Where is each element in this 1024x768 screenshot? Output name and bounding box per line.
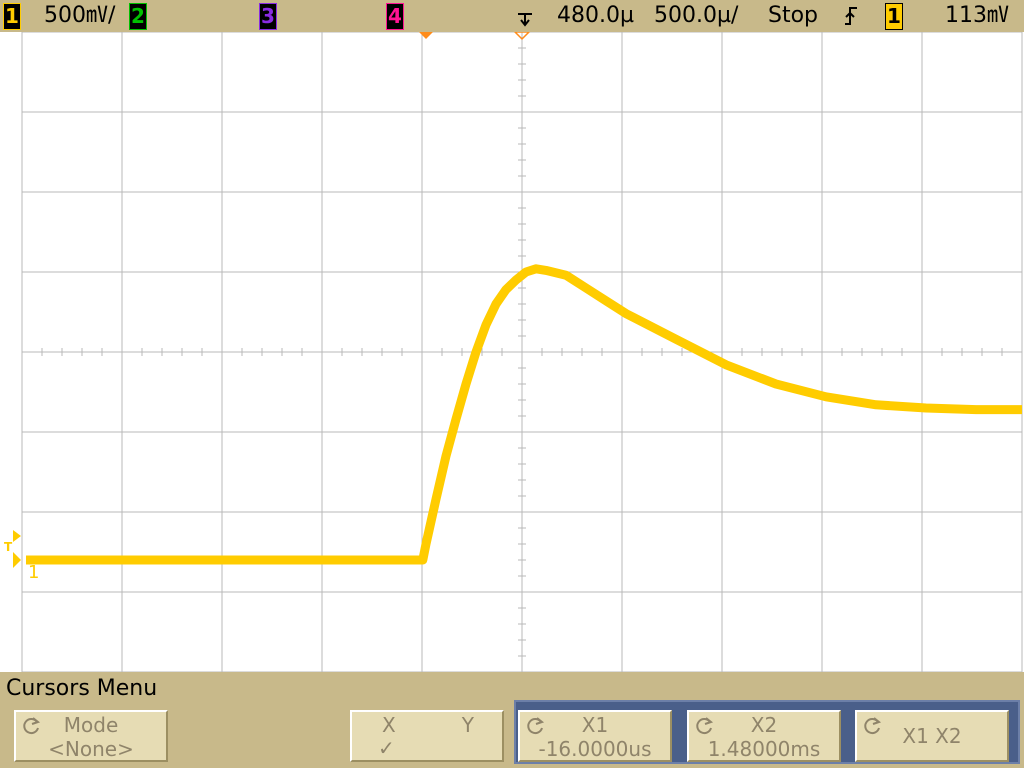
x2-softkey-label: X2 <box>750 713 778 737</box>
channel-4-badge[interactable]: 4 <box>386 3 404 30</box>
mode-softkey-label: Mode <box>63 713 119 737</box>
time-reference-marker <box>513 31 531 41</box>
channel-1-scale: 500㎷/ <box>44 3 116 28</box>
cycle-arrow-icon <box>864 717 882 735</box>
softkey-menu: Cursors Menu Mode <None> X Y ✓ X1 -16.00… <box>0 672 1024 768</box>
mode-softkey[interactable]: Mode <None> <box>14 710 168 762</box>
channel-3-badge[interactable]: 3 <box>259 3 277 30</box>
x1-softkey[interactable]: X1 -16.0000us <box>518 710 672 762</box>
cycle-arrow-icon <box>23 717 41 735</box>
menu-title: Cursors Menu <box>6 676 158 701</box>
trigger-ref-label: T <box>4 540 13 554</box>
ch1-ground-marker <box>13 552 21 568</box>
cycle-arrow-icon <box>696 717 714 735</box>
x1-softkey-value: -16.0000us <box>538 737 652 761</box>
xy-softkey[interactable]: X Y ✓ <box>350 710 504 762</box>
rising-edge-icon <box>843 5 861 27</box>
check-icon: ✓ <box>378 736 395 760</box>
cycle-arrow-icon <box>527 717 545 735</box>
trigger-level-marker <box>13 530 21 542</box>
run-state: Stop <box>768 3 819 28</box>
channel-1-badge[interactable]: 1 <box>3 3 21 30</box>
channel-2-badge[interactable]: 2 <box>129 3 147 30</box>
ch1-ground-label: 1 <box>28 562 40 583</box>
x2-softkey-value: 1.48000ms <box>707 737 821 761</box>
waveform-plot <box>13 31 1023 673</box>
trigger-level: 113㎷ <box>945 3 1009 28</box>
time-scale: 500.0µ/ <box>654 3 739 28</box>
y-option-label: Y <box>461 713 474 737</box>
x1-softkey-label: X1 <box>581 713 609 737</box>
waveform-display: T 1 <box>0 31 1024 673</box>
trigger-point-marker <box>419 32 433 39</box>
x1x2-softkey[interactable]: X1 X2 <box>855 710 1009 762</box>
time-position: 480.0µ <box>557 3 634 28</box>
status-bar: 1 500㎷/ 2 3 4 480.0µ 500.0µ/ Stop 1 113㎷ <box>0 0 1024 32</box>
time-reference-icon <box>516 8 536 28</box>
channel-1-trace <box>26 264 1022 565</box>
trigger-source-badge[interactable]: 1 <box>885 3 903 30</box>
x-option-label: X <box>382 713 396 737</box>
x1x2-softkey-label: X1 X2 <box>902 724 962 748</box>
mode-softkey-value: <None> <box>48 737 134 761</box>
x2-softkey[interactable]: X2 1.48000ms <box>687 710 841 762</box>
